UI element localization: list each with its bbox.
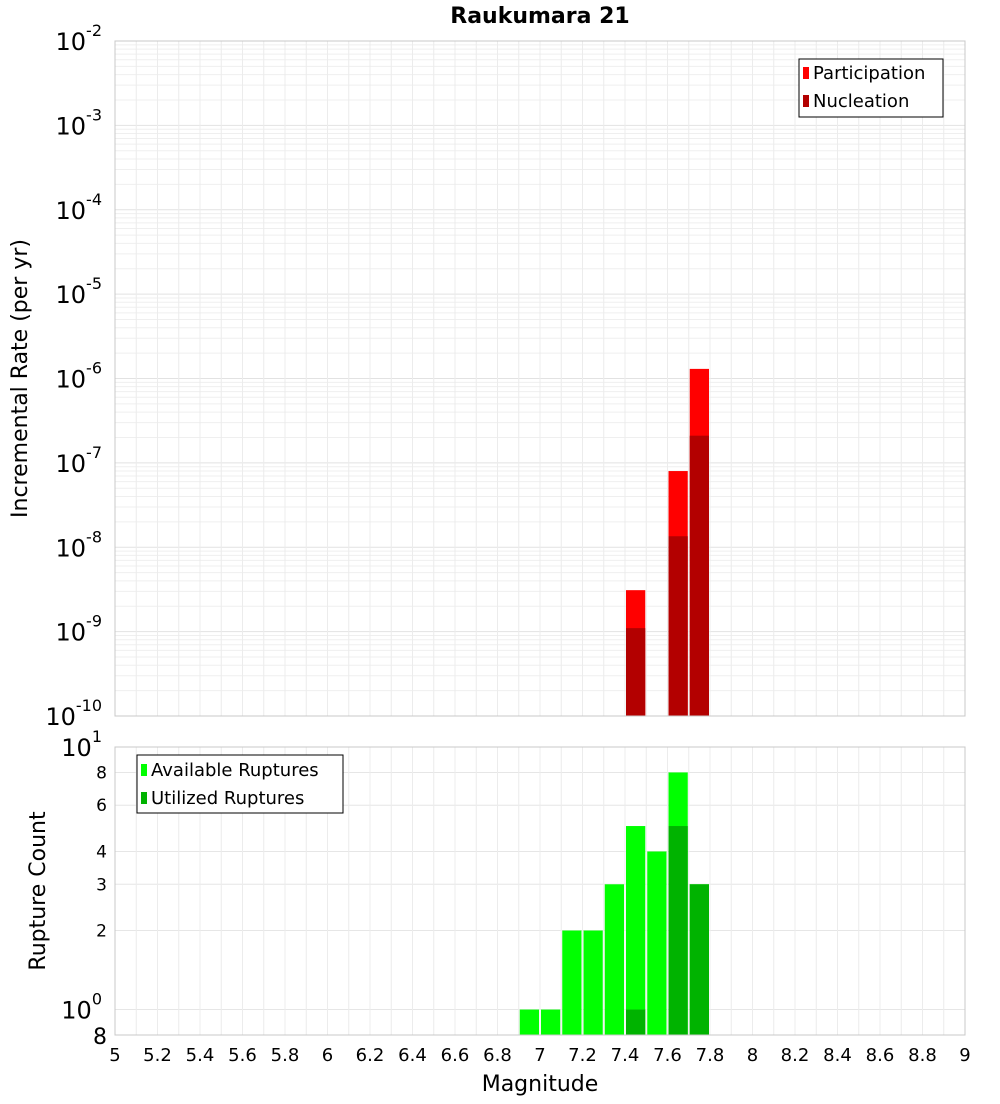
bottom-y-tick-label: 2 <box>96 922 107 942</box>
top-y-tick-label: 10-5 <box>56 274 103 309</box>
svg-text:10-8: 10-8 <box>56 527 103 562</box>
bottom-y-tick-label: 101 <box>61 727 102 762</box>
legend-swatch <box>141 792 147 804</box>
bottom-y-tick-label: 8 <box>93 1025 107 1050</box>
legend-label: Available Ruptures <box>151 760 319 781</box>
bottom-y-tick-label: 6 <box>96 796 107 816</box>
available-ruptures-bar <box>519 1009 539 1035</box>
x-tick-label: 6.2 <box>356 1045 385 1066</box>
available-ruptures-bar <box>626 826 646 1035</box>
x-tick-label: 7.6 <box>653 1045 682 1066</box>
x-tick-label: 6 <box>322 1045 333 1066</box>
svg-text:10-5: 10-5 <box>56 274 103 309</box>
top-y-tick-label: 10-10 <box>45 696 102 731</box>
available-ruptures-bar <box>604 884 624 1035</box>
x-tick-label: 6.6 <box>441 1045 470 1066</box>
x-axis-label: Magnitude <box>482 1072 599 1097</box>
svg-text:10-6: 10-6 <box>56 359 103 394</box>
bottom-legend-box <box>136 754 344 814</box>
legend-swatch <box>803 95 809 107</box>
x-tick-label: 8.6 <box>866 1045 895 1066</box>
top-y-tick-label: 10-9 <box>56 612 103 647</box>
bottom-legend: Available Ruptures Utilized Ruptures <box>136 754 344 814</box>
svg-text:10-4: 10-4 <box>56 190 103 225</box>
x-tick-label: 5.4 <box>186 1045 215 1066</box>
x-tick-label: 8.8 <box>908 1045 937 1066</box>
top-y-tick-label: 10-4 <box>56 190 103 225</box>
chart-title: Raukumara 21 <box>450 4 629 29</box>
available-ruptures-bar <box>647 851 667 1035</box>
x-tick-label: 7.2 <box>568 1045 597 1066</box>
top-legend-box <box>798 58 944 118</box>
bottom-y-tick-label: 4 <box>96 842 107 862</box>
x-tick-label: 5 <box>109 1045 120 1066</box>
top-y-tick-label: 10-6 <box>56 359 103 394</box>
bottom-plot-border <box>114 746 966 1036</box>
available-ruptures-bar <box>583 930 603 1035</box>
legend-swatch <box>141 764 147 776</box>
legend-swatch <box>803 67 809 79</box>
top-y-tick-label: 10-2 <box>56 21 103 56</box>
top-legend: Participation Nucleation <box>798 58 944 118</box>
top-y-tick-label: 10-3 <box>56 105 103 140</box>
top-y-tick-label: 10-7 <box>56 443 103 478</box>
available-ruptures-bar <box>562 930 582 1035</box>
utilized-ruptures-bar <box>689 884 709 1035</box>
x-tick-label: 7.4 <box>611 1045 640 1066</box>
x-tick-label: 5.2 <box>143 1045 172 1066</box>
bottom-y-tick-label: 100 <box>61 990 102 1025</box>
svg-text:10-7: 10-7 <box>56 443 103 478</box>
top-y-axis-label: Incremental Rate (per yr) <box>8 239 33 518</box>
x-tick-label: 6.8 <box>483 1045 512 1066</box>
x-tick-label: 7.8 <box>696 1045 725 1066</box>
svg-text:100: 100 <box>61 990 102 1025</box>
x-tick-label: 5.6 <box>228 1045 257 1066</box>
x-tick-label: 9 <box>959 1045 970 1066</box>
top-plot-border <box>114 40 966 717</box>
svg-text:101: 101 <box>61 727 102 762</box>
available-ruptures-bar <box>541 1009 561 1035</box>
utilized-ruptures-bar <box>626 1009 646 1035</box>
top-y-tick-label: 10-8 <box>56 527 103 562</box>
svg-text:10-3: 10-3 <box>56 105 103 140</box>
x-tick-label: 8.4 <box>823 1045 852 1066</box>
svg-text:10-2: 10-2 <box>56 21 103 56</box>
bottom-y-tick-label: 3 <box>96 875 107 895</box>
x-tick-label: 8 <box>747 1045 758 1066</box>
x-tick-label: 7 <box>534 1045 545 1066</box>
svg-text:10-10: 10-10 <box>45 696 102 731</box>
legend-label: Utilized Ruptures <box>151 788 304 809</box>
legend-label: Participation <box>813 63 925 84</box>
utilized-ruptures-bar <box>668 826 688 1035</box>
x-tick-label: 5.8 <box>271 1045 300 1066</box>
svg-text:10-9: 10-9 <box>56 612 103 647</box>
bottom-y-axis-label: Rupture Count <box>26 811 51 971</box>
x-tick-label: 6.4 <box>398 1045 427 1066</box>
bottom-y-tick-label: 8 <box>96 763 107 783</box>
x-tick-label: 8.2 <box>781 1045 810 1066</box>
nucleation-bar <box>626 628 646 716</box>
legend-label: Nucleation <box>813 91 909 112</box>
nucleation-bar <box>668 536 688 716</box>
nucleation-bar <box>689 435 709 716</box>
